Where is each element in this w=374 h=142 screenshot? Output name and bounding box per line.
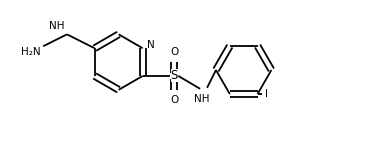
Text: NH: NH <box>194 94 210 104</box>
Text: H₂N: H₂N <box>21 47 40 57</box>
Text: I: I <box>266 89 269 99</box>
Text: O: O <box>170 95 178 105</box>
Text: NH: NH <box>49 21 65 31</box>
Text: S: S <box>171 69 178 83</box>
Text: N: N <box>147 40 154 50</box>
Text: O: O <box>170 47 178 57</box>
